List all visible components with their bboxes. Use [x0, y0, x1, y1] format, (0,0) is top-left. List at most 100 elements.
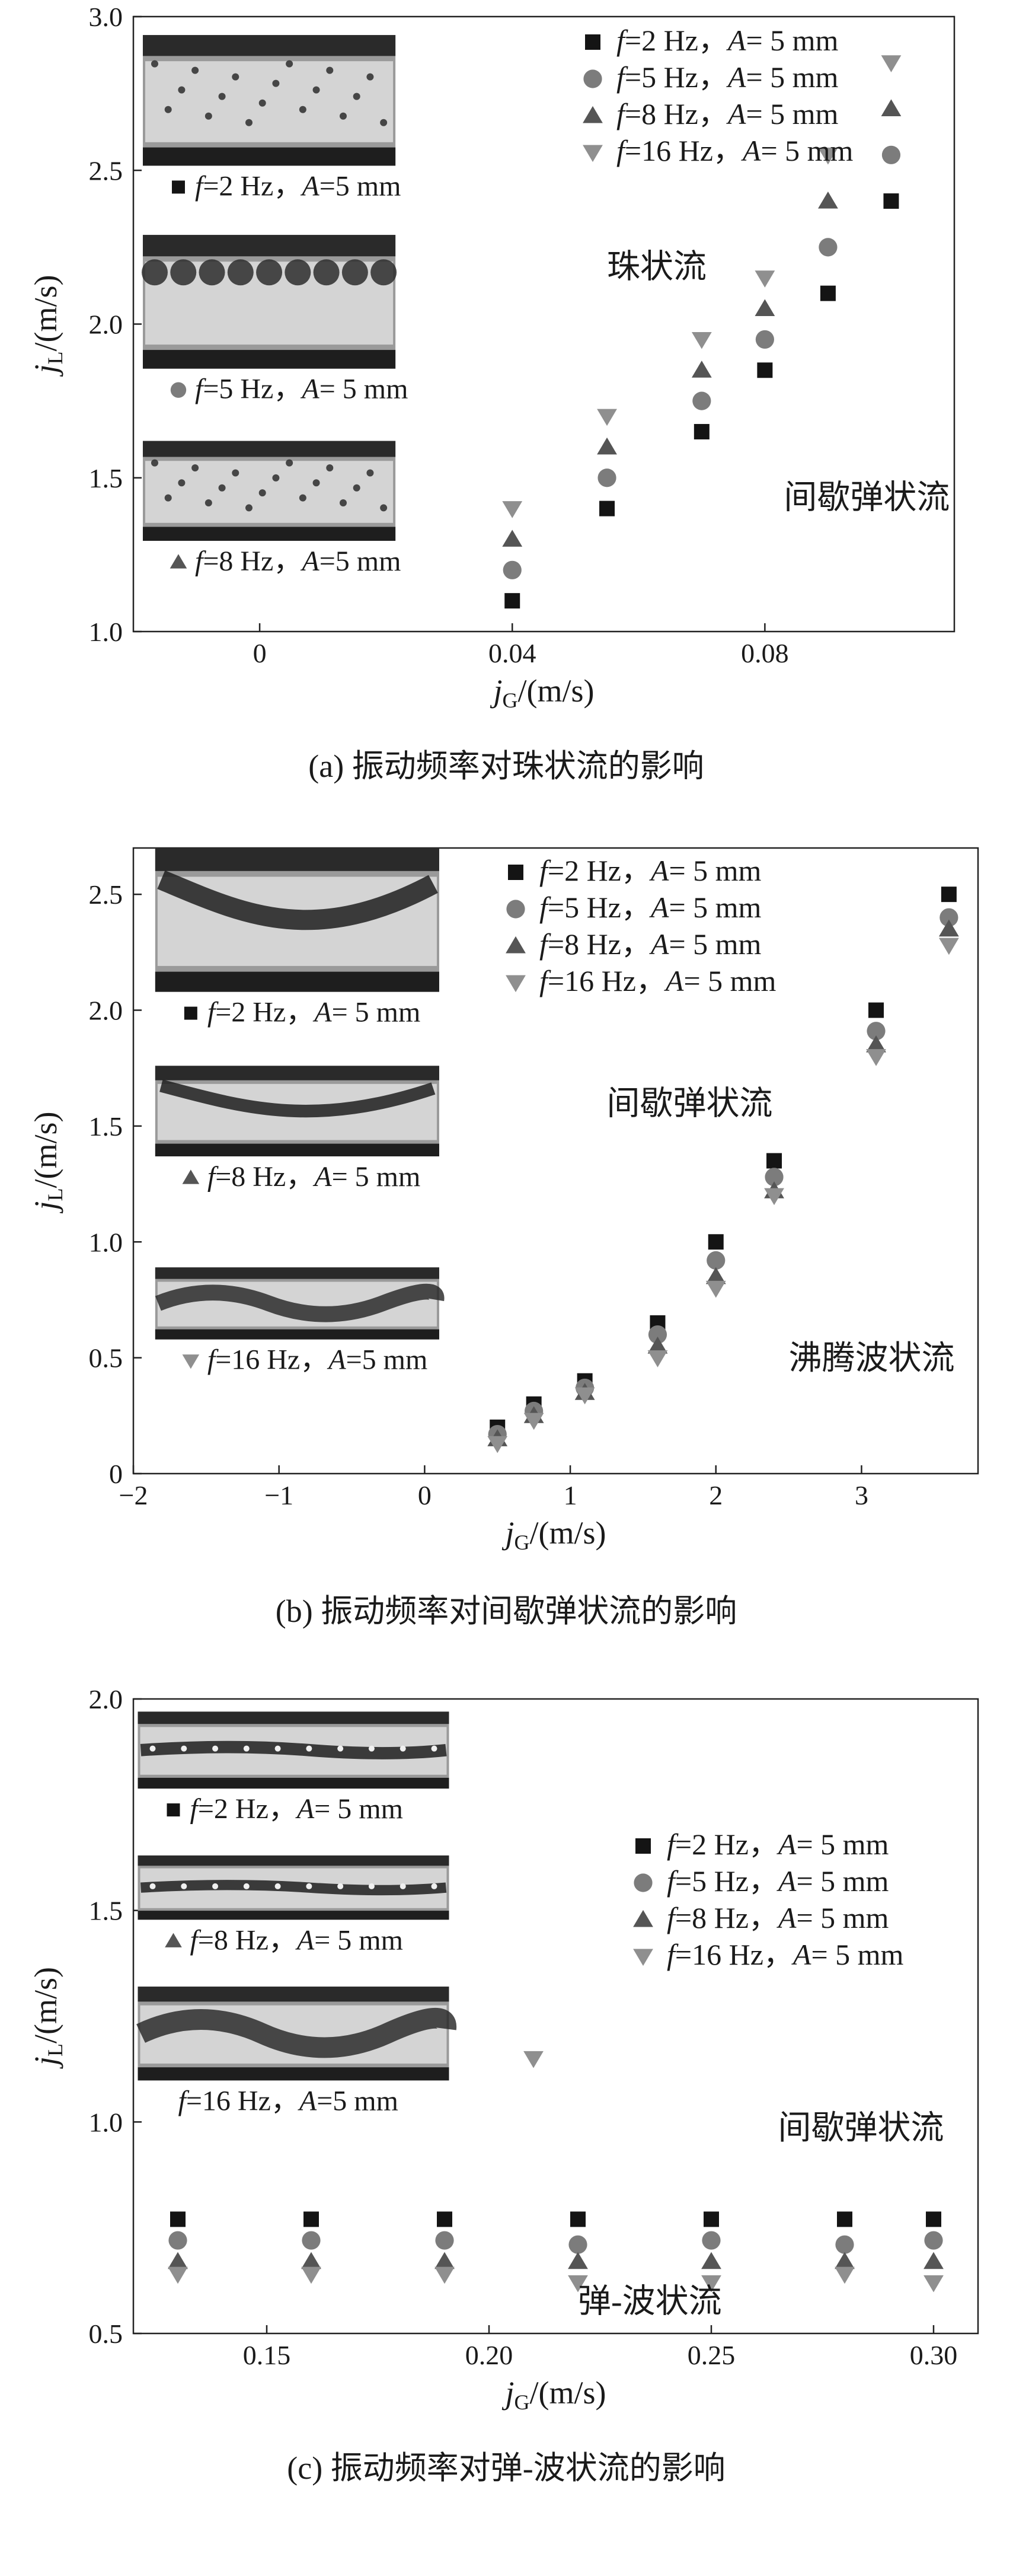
x-axis-label: jG/(m/s): [501, 1515, 606, 1554]
chart-panel-b: 0 0.5 1.0 1.5 2.0 2.5 −2 −1 0 1 2 3 jG/(m/s) jL/(m/s)…: [28, 847, 979, 1554]
data-point: [568, 2235, 587, 2254]
data-point: [302, 2231, 321, 2250]
plot-frame: [132, 1698, 979, 2335]
legend-entry: f=8 Hz，A= 5 mm: [616, 97, 839, 130]
inset-label: f=8 Hz，A= 5 mm: [182, 1161, 420, 1193]
data-point: [648, 1325, 667, 1344]
legend-marker: [633, 1909, 653, 1927]
data-point: [597, 468, 616, 487]
inset-label: f=16 Hz，A=5 mm: [178, 2085, 398, 2116]
inset-label-marker: [182, 1169, 200, 1184]
data-point: [820, 285, 836, 301]
photo-top-wall: [138, 1855, 449, 1866]
legend-marker: [508, 865, 523, 880]
photo-bubble: [149, 1745, 156, 1752]
legend-marker: [583, 106, 603, 123]
photo-top-wall: [142, 235, 396, 257]
legend-entry: f=16 Hz，A= 5 mm: [616, 134, 854, 167]
y-tick-label: 1.5: [89, 1111, 123, 1142]
inset-label: f=2 Hz，A=5 mm: [171, 170, 401, 202]
y-tick-label: 1.5: [89, 463, 123, 493]
data-point: [702, 2231, 721, 2250]
photo-bubble: [272, 79, 280, 87]
photo-bottom-wall: [138, 1777, 449, 1789]
data-point: [523, 1413, 544, 1430]
data-point: [647, 1350, 668, 1367]
data-point: [705, 1267, 726, 1284]
photo-bubble: [353, 93, 360, 100]
x-tick-label: 0.30: [910, 2340, 958, 2370]
data-point: [487, 1436, 508, 1453]
y-axis-label: jL/(m/s): [28, 1111, 67, 1213]
data-point: [755, 270, 775, 288]
legend-marker: [506, 975, 526, 993]
x-tick-label: −1: [264, 1480, 293, 1510]
photo-bubble: [326, 464, 334, 472]
photo-bubble: [285, 259, 311, 286]
series-triangle-up: [502, 99, 902, 547]
legend-marker: [506, 900, 525, 919]
x-tick-label: 0.15: [243, 2340, 291, 2370]
y-axis-label: jL/(m/s): [28, 275, 67, 377]
data-point: [701, 2275, 721, 2293]
data-point: [757, 362, 773, 378]
data-point: [301, 2252, 321, 2269]
legend-marker: [633, 1949, 653, 1966]
data-point: [883, 193, 899, 209]
data-point: [599, 500, 615, 517]
data-point: [523, 2051, 544, 2068]
photo-bottom-wall: [142, 147, 396, 166]
photo-bubble: [312, 479, 320, 487]
figure-caption-a: (a) 振动频率对珠状流的影响: [308, 748, 704, 784]
photo-bubble: [380, 504, 388, 512]
series-triangle-down: [168, 2051, 944, 2293]
data-point: [704, 2211, 719, 2227]
flow-photo-inset: f=16 Hz，A=5 mm: [136, 1987, 456, 2116]
data-point: [837, 2211, 852, 2227]
series-triangle-down: [502, 55, 902, 518]
photo-bubble: [370, 259, 397, 286]
data-point: [168, 2266, 188, 2284]
data-point: [692, 391, 711, 410]
photo-bubble: [368, 1745, 375, 1752]
photo-bubble: [243, 1883, 250, 1889]
legend: f=2 Hz，A= 5 mmf=5 Hz，A= 5 mmf=8 Hz，A= 5 …: [583, 24, 854, 167]
series-circle: [168, 2231, 943, 2254]
data-point: [701, 2252, 721, 2269]
data-point: [301, 2266, 321, 2284]
inset-label-marker: [165, 1933, 182, 1947]
data-point: [926, 2211, 941, 2227]
data-point: [755, 299, 775, 317]
legend-entry: f=5 Hz，A= 5 mm: [667, 1864, 889, 1898]
photo-bubble: [218, 484, 226, 492]
series-circle: [503, 145, 901, 579]
y-tick-label: 2.5: [89, 879, 123, 910]
data-point: [765, 1168, 784, 1187]
inset-label-text: f=5 Hz，A= 5 mm: [195, 374, 408, 405]
y-axis-label-group: jL/(m/s): [28, 1111, 67, 1213]
photo-channel: [145, 461, 394, 523]
y-tick-label: 2.0: [89, 310, 123, 340]
data-point: [881, 55, 902, 72]
photo-bubble: [274, 1883, 281, 1889]
legend-entry: f=2 Hz，A= 5 mm: [616, 24, 839, 57]
inset-label-text: f=8 Hz，A= 5 mm: [190, 1924, 403, 1956]
photo-bubble: [258, 489, 266, 497]
y-tick-label: 1.0: [89, 2107, 123, 2137]
data-point: [303, 2211, 319, 2227]
data-point: [434, 2252, 455, 2269]
photo-bubble: [204, 499, 212, 507]
photo-bubble: [141, 259, 168, 286]
flow-photo-inset: f=5 Hz，A= 5 mm: [141, 235, 408, 405]
inset-label: f=2 Hz，A= 5 mm: [167, 1793, 403, 1825]
data-point: [691, 331, 712, 349]
data-point: [707, 1251, 726, 1270]
photo-bubble: [353, 484, 360, 492]
legend-entry: f=16 Hz，A= 5 mm: [667, 1938, 904, 1971]
inset-label-marker: [184, 1006, 197, 1020]
y-tick-label: 1.5: [89, 1896, 123, 1926]
data-point: [568, 2252, 588, 2269]
flow-photo-inset: f=2 Hz，A=5 mm: [142, 35, 401, 202]
photo-bottom-wall: [142, 350, 396, 369]
